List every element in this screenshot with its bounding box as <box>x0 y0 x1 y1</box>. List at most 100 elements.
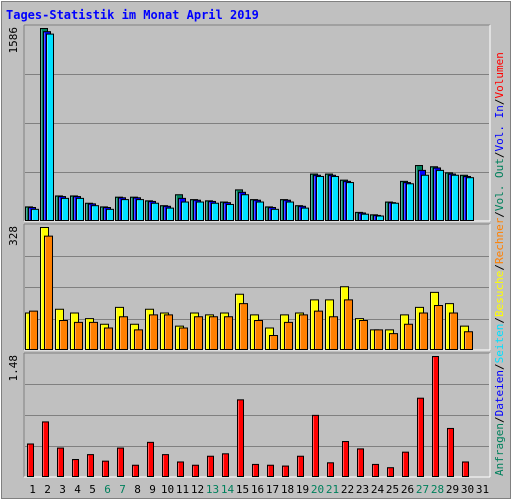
x-tick-label-day-2: 2 <box>44 483 51 496</box>
bar-seiten-day-13 <box>211 202 219 222</box>
bar-volumen-day-19 <box>297 455 304 478</box>
bar-rechner-day-3 <box>59 320 68 350</box>
bar-rechner-day-1 <box>29 310 38 350</box>
bar-seiten-day-23 <box>361 213 369 221</box>
bar-volumen-day-7 <box>117 447 124 477</box>
legend-entry: Volumen <box>493 52 506 98</box>
bar-seiten-day-29 <box>451 174 459 222</box>
bar-seiten-day-22 <box>346 182 354 221</box>
x-tick-label-day-20: 20 <box>311 483 324 496</box>
bar-volumen-day-2 <box>42 421 49 477</box>
bar-rechner-day-13 <box>209 316 218 350</box>
x-tick-label-day-26: 26 <box>401 483 414 496</box>
bar-volumen-day-13 <box>207 455 214 478</box>
bar-volumen-day-26 <box>402 451 409 477</box>
bar-rechner-day-25 <box>389 333 398 350</box>
bar-volumen-day-20 <box>312 414 319 478</box>
bar-rechner-day-4 <box>74 321 83 350</box>
bar-seiten-day-2 <box>46 33 54 221</box>
bar-volumen-day-27 <box>417 397 424 478</box>
bar-seiten-day-28 <box>436 169 444 221</box>
chart-title: Tages-Statistik im Monat April 2019 <box>6 8 259 22</box>
bar-seiten-day-17 <box>271 208 279 222</box>
bar-rechner-day-27 <box>419 312 428 350</box>
bar-rechner-day-23 <box>359 320 368 350</box>
bar-rechner-day-19 <box>299 314 308 350</box>
bar-rechner-day-29 <box>449 312 458 350</box>
bar-seiten-day-27 <box>421 174 429 222</box>
bar-seiten-day-15 <box>241 194 249 221</box>
x-tick-label-day-21: 21 <box>326 483 339 496</box>
bar-rechner-day-26 <box>404 323 413 350</box>
x-tick-label-day-3: 3 <box>59 483 66 496</box>
x-tick-label-day-9: 9 <box>149 483 156 496</box>
bar-volumen-day-9 <box>147 441 154 478</box>
bar-rechner-day-8 <box>134 329 143 350</box>
bar-rechner-day-10 <box>164 314 173 350</box>
x-tick-label-day-7: 7 <box>119 483 126 496</box>
x-tick-label-day-4: 4 <box>74 483 81 496</box>
bar-seiten-day-24 <box>376 215 384 221</box>
x-tick-label-day-19: 19 <box>296 483 309 496</box>
bar-seiten-day-8 <box>136 199 144 222</box>
panel-visits-sites: 328 <box>7 223 491 351</box>
y-max-label: 1586 <box>7 27 20 54</box>
y-max-label: 328 <box>7 226 20 246</box>
x-tick-label-day-22: 22 <box>341 483 354 496</box>
x-tick-label-day-17: 17 <box>266 483 279 496</box>
bar-rechner-day-21 <box>329 316 338 350</box>
bar-rechner-day-12 <box>194 316 203 350</box>
legend-entry: Vol. In <box>493 105 506 151</box>
bar-seiten-day-26 <box>406 183 414 222</box>
bar-rechner-day-28 <box>434 305 443 350</box>
bar-seiten-day-18 <box>286 201 294 221</box>
bar-volumen-day-24 <box>372 463 379 477</box>
bar-volumen-day-3 <box>57 447 64 477</box>
x-tick-label-day-23: 23 <box>356 483 369 496</box>
bar-seiten-day-14 <box>226 203 234 221</box>
x-axis-day-labels: 1 2 3 4 5 6 7 8 9 10 11 12 13 14 15 16 17 18 19 20 21 22 23 24 2… <box>29 483 489 496</box>
bar-volumen-day-1 <box>27 443 34 478</box>
bar-volumen-day-6 <box>102 460 109 478</box>
legend-entry: / <box>493 317 506 324</box>
bar-volumen-day-10 <box>162 454 169 477</box>
legend-entry: / <box>493 363 506 370</box>
bar-rechner-day-2 <box>44 235 53 350</box>
legend-entry: Seiten <box>493 324 506 364</box>
x-tick-label-day-24: 24 <box>371 483 385 496</box>
bar-volumen-day-23 <box>357 448 364 477</box>
bar-rechner-day-17 <box>269 335 278 350</box>
bar-rechner-day-18 <box>284 321 293 350</box>
bar-rechner-day-11 <box>179 327 188 350</box>
bar-seiten-day-5 <box>91 205 99 221</box>
bar-rechner-day-20 <box>314 310 323 350</box>
x-tick-label-day-10: 10 <box>161 483 174 496</box>
bar-seiten-day-1 <box>31 208 39 222</box>
x-tick-label-day-11: 11 <box>176 483 189 496</box>
bar-seiten-day-7 <box>121 199 129 222</box>
bar-volumen-day-30 <box>462 461 469 478</box>
legend-entry: Vol. Out <box>493 158 506 211</box>
legend-entry: / <box>493 151 506 158</box>
bar-seiten-day-20 <box>316 175 324 221</box>
bar-seiten-day-9 <box>151 202 159 222</box>
vertical-legend: Anfragen/Dateien/Seiten/Besuche/Rechner/… <box>493 52 506 476</box>
legend-entry: Anfragen <box>493 423 506 476</box>
bar-seiten-day-12 <box>196 201 204 221</box>
bar-seiten-day-16 <box>256 201 264 221</box>
x-tick-label-day-14: 14 <box>221 483 235 496</box>
bar-volumen-day-11 <box>177 461 184 478</box>
legend-entry: Rechner <box>493 217 506 264</box>
bar-volumen-day-14 <box>222 453 229 477</box>
x-tick-label-day-18: 18 <box>281 483 294 496</box>
x-tick-label-day-27: 27 <box>416 483 429 496</box>
bar-seiten-day-10 <box>166 207 174 221</box>
bar-rechner-day-15 <box>239 303 248 350</box>
bar-volumen-day-17 <box>267 464 274 477</box>
legend-entry: Besuche <box>493 271 506 317</box>
bar-rechner-day-22 <box>344 299 353 350</box>
bar-volumen-day-15 <box>237 399 244 478</box>
